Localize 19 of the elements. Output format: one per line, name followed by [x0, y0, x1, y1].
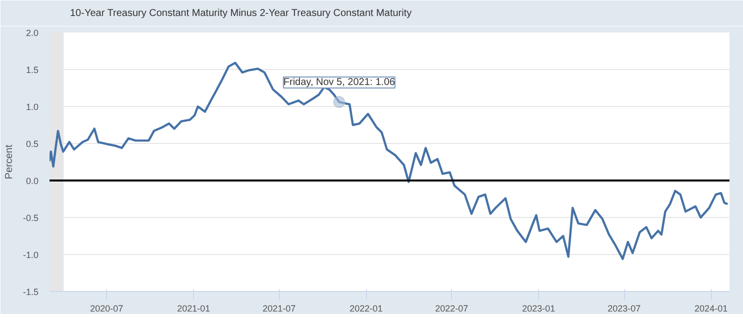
y-axis-title: Percent — [4, 144, 15, 180]
x-tick-label: 2024-01 — [694, 304, 728, 314]
x-tick-label: 2023-01 — [522, 304, 556, 314]
x-tick-label: 2021-01 — [177, 304, 210, 314]
x-tick-label: 2022-07 — [435, 304, 468, 314]
y-tick-label: 0.5 — [26, 139, 39, 149]
y-tick-label: 1.0 — [26, 102, 39, 112]
text: 10-Year Treasury Constant Maturity Minus 2-Year Treasury Constant Maturity — [70, 8, 412, 18]
y-tick-label: 0.0 — [26, 176, 39, 186]
annotation: Friday, Nov 5, 2021: 1.06 — [283, 77, 396, 88]
y-tick-label: -1.5 — [22, 287, 39, 297]
x-tick-label: 2023-07 — [608, 304, 641, 314]
x-tick-label: 2022-01 — [350, 304, 383, 314]
y-tick-label: 1.5 — [26, 65, 39, 75]
y-tick-label: 2.0 — [26, 28, 39, 38]
y-tick-label: -1.0 — [22, 250, 39, 260]
x-tick-label: 2021-07 — [262, 304, 296, 314]
x-tick-label: 2020-07 — [90, 304, 124, 314]
y-tick-label: -0.5 — [22, 213, 39, 223]
